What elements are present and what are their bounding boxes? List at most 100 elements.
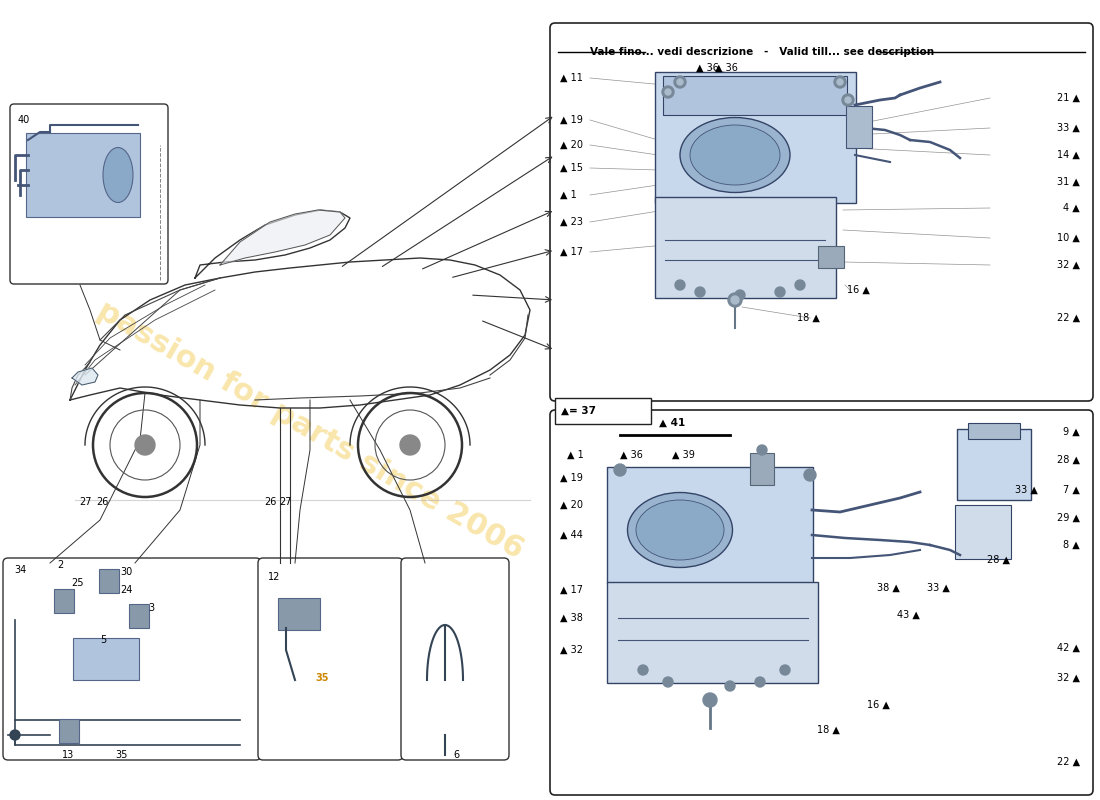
Text: 21 ▲: 21 ▲	[1057, 93, 1080, 103]
FancyBboxPatch shape	[99, 569, 119, 593]
Text: ▲ 32: ▲ 32	[560, 645, 583, 655]
Circle shape	[795, 280, 805, 290]
Text: 24: 24	[120, 585, 132, 595]
Text: ▲ 19: ▲ 19	[560, 115, 583, 125]
Text: 10 ▲: 10 ▲	[1057, 233, 1080, 243]
FancyBboxPatch shape	[550, 23, 1093, 401]
FancyBboxPatch shape	[550, 410, 1093, 795]
FancyBboxPatch shape	[10, 104, 168, 284]
FancyBboxPatch shape	[3, 558, 261, 760]
Text: 12: 12	[268, 572, 280, 582]
Circle shape	[735, 290, 745, 300]
Circle shape	[776, 287, 785, 297]
Text: ▲ 23: ▲ 23	[560, 217, 583, 227]
Text: 33 ▲: 33 ▲	[1015, 485, 1038, 495]
Circle shape	[638, 665, 648, 675]
FancyBboxPatch shape	[129, 604, 149, 628]
Circle shape	[662, 86, 674, 98]
FancyBboxPatch shape	[654, 197, 836, 298]
Text: 33 ▲: 33 ▲	[1057, 123, 1080, 133]
Text: 34: 34	[14, 565, 26, 575]
Text: Vale fino... vedi descrizione   -   Valid till... see description: Vale fino... vedi descrizione - Valid ti…	[590, 47, 934, 57]
Text: ▲ 36: ▲ 36	[620, 450, 642, 460]
Text: 22 ▲: 22 ▲	[1057, 757, 1080, 767]
Text: 35: 35	[315, 673, 329, 683]
Circle shape	[674, 76, 686, 88]
Text: ▲ 39: ▲ 39	[672, 450, 695, 460]
Ellipse shape	[690, 125, 780, 185]
Text: ▲ 36: ▲ 36	[696, 63, 719, 73]
Text: ▲ 1: ▲ 1	[560, 190, 576, 200]
Text: ▲ 17: ▲ 17	[560, 247, 583, 257]
Text: 6: 6	[453, 750, 459, 760]
Ellipse shape	[627, 493, 733, 567]
FancyBboxPatch shape	[607, 467, 813, 583]
FancyBboxPatch shape	[968, 423, 1020, 439]
Text: 9 ▲: 9 ▲	[1064, 427, 1080, 437]
Text: ▲ 19: ▲ 19	[560, 473, 583, 483]
Polygon shape	[72, 368, 98, 385]
Text: 7 ▲: 7 ▲	[1063, 485, 1080, 495]
Text: 27: 27	[279, 497, 293, 507]
FancyBboxPatch shape	[258, 558, 403, 760]
FancyBboxPatch shape	[402, 558, 509, 760]
Circle shape	[663, 677, 673, 687]
Text: ▲= 37: ▲= 37	[561, 406, 596, 416]
Text: 3: 3	[148, 603, 154, 613]
FancyBboxPatch shape	[955, 505, 1011, 559]
Text: 18 ▲: 18 ▲	[798, 313, 820, 323]
Ellipse shape	[680, 118, 790, 193]
Text: 42 ▲: 42 ▲	[1057, 643, 1080, 653]
FancyBboxPatch shape	[59, 719, 79, 743]
Text: 22 ▲: 22 ▲	[1057, 313, 1080, 323]
Text: 32 ▲: 32 ▲	[1057, 260, 1080, 270]
Circle shape	[780, 665, 790, 675]
Text: 26: 26	[264, 497, 276, 507]
Text: 31 ▲: 31 ▲	[1057, 177, 1080, 187]
Text: ▲ 17: ▲ 17	[560, 585, 583, 595]
Text: 32 ▲: 32 ▲	[1057, 673, 1080, 683]
Text: ▲ 1: ▲ 1	[566, 450, 584, 460]
Text: ▲ 20: ▲ 20	[560, 140, 583, 150]
FancyBboxPatch shape	[556, 398, 651, 424]
Text: 14 ▲: 14 ▲	[1057, 150, 1080, 160]
FancyBboxPatch shape	[26, 133, 140, 217]
Text: 35: 35	[116, 750, 128, 760]
Text: 30: 30	[120, 567, 132, 577]
Circle shape	[676, 79, 683, 85]
Text: 40: 40	[18, 115, 31, 125]
Text: ▲ 15: ▲ 15	[560, 163, 583, 173]
Text: ▲ 38: ▲ 38	[560, 613, 583, 623]
Text: 18 ▲: 18 ▲	[817, 725, 840, 735]
Circle shape	[837, 79, 843, 85]
Text: 25: 25	[72, 578, 84, 588]
Circle shape	[666, 89, 671, 95]
Text: ▲ 20: ▲ 20	[560, 500, 583, 510]
Text: 13: 13	[62, 750, 75, 760]
Circle shape	[845, 97, 851, 103]
Ellipse shape	[636, 500, 724, 560]
FancyBboxPatch shape	[818, 246, 844, 268]
Text: ▲ 44: ▲ 44	[560, 530, 583, 540]
Circle shape	[10, 730, 20, 740]
Circle shape	[755, 677, 764, 687]
Text: ▲ 11: ▲ 11	[560, 73, 583, 83]
Text: 5: 5	[100, 635, 107, 645]
Circle shape	[614, 464, 626, 476]
Circle shape	[400, 435, 420, 455]
Text: 16 ▲: 16 ▲	[847, 285, 870, 295]
Text: 26: 26	[96, 497, 108, 507]
Text: 27: 27	[79, 497, 92, 507]
Text: 28 ▲: 28 ▲	[1057, 455, 1080, 465]
Circle shape	[804, 469, 816, 481]
Polygon shape	[220, 210, 345, 265]
Circle shape	[725, 681, 735, 691]
Circle shape	[842, 94, 854, 106]
FancyBboxPatch shape	[73, 638, 139, 680]
Ellipse shape	[103, 147, 133, 202]
FancyBboxPatch shape	[278, 598, 320, 630]
Circle shape	[675, 280, 685, 290]
Text: 29 ▲: 29 ▲	[1057, 513, 1080, 523]
FancyBboxPatch shape	[663, 76, 847, 115]
Text: ▲ 36: ▲ 36	[715, 63, 738, 73]
